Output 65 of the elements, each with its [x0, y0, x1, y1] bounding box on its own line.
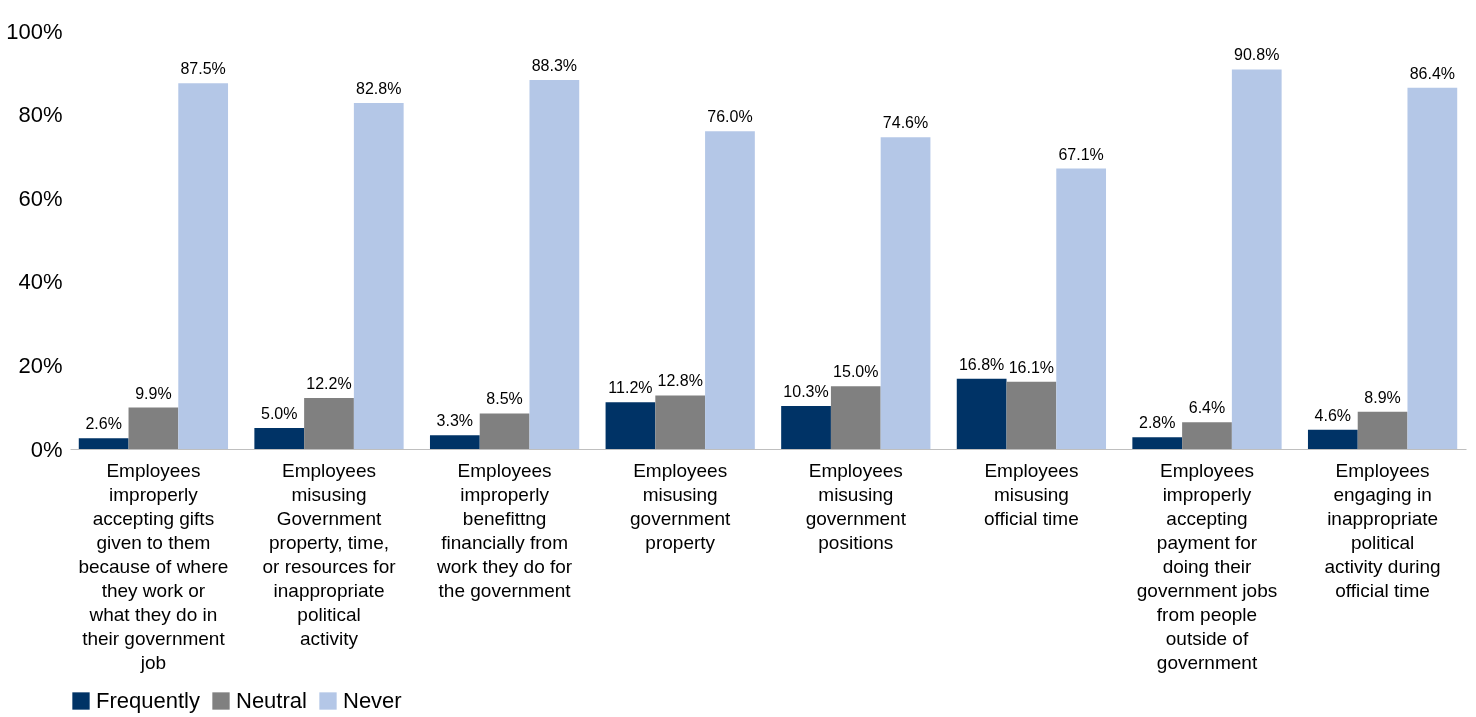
- x-tick-label: Employees misusing government property: [630, 459, 732, 553]
- y-tick-label: 80%: [18, 102, 63, 128]
- bar: [529, 79, 580, 449]
- data-label: 2.8%: [1139, 414, 1176, 432]
- data-label: 8.9%: [1364, 388, 1401, 406]
- bar: [128, 407, 179, 449]
- bar: [1357, 411, 1408, 449]
- bar: [956, 378, 1007, 449]
- y-tick-label: 0%: [30, 436, 63, 462]
- data-label: 9.9%: [135, 384, 172, 402]
- bar: [1006, 381, 1057, 449]
- data-label: 76.0%: [707, 108, 753, 126]
- bar: [254, 428, 305, 449]
- bar: [1132, 437, 1183, 449]
- category-label: Employees improperly accepting payment for doing their government jobs from people outside of government: [1136, 459, 1278, 673]
- data-label: 15.0%: [833, 363, 879, 381]
- data-label: 16.1%: [1008, 358, 1055, 376]
- bar: [1407, 87, 1458, 449]
- legend-label: Never: [343, 688, 402, 713]
- bar: [1307, 429, 1358, 449]
- data-label: 8.5%: [486, 390, 523, 408]
- category-label: Employees improperly accepting gifts given to them because of where they work or what they do in their government job: [78, 459, 229, 673]
- data-label: 87.5%: [180, 60, 226, 78]
- bar: [304, 398, 354, 449]
- data-label: 90.8%: [1234, 46, 1280, 64]
- y-tick-label: 60%: [18, 185, 63, 211]
- data-label: 12.2%: [306, 375, 352, 392]
- y-tick-label: 100%: [6, 18, 63, 44]
- data-label: 67.1%: [1058, 145, 1104, 163]
- y-tick-label: 20%: [18, 352, 63, 378]
- data-label: 10.3%: [783, 382, 829, 400]
- bar: [78, 438, 129, 449]
- bar: [655, 395, 706, 449]
- bar: [1182, 422, 1232, 449]
- x-tick-label: Employees misusing official time: [984, 459, 1079, 529]
- bar: [429, 435, 480, 449]
- data-label: 74.6%: [882, 114, 929, 132]
- bar: [830, 386, 881, 449]
- bar: [705, 131, 755, 449]
- bar: [605, 402, 656, 449]
- x-tick-label: Employees misusing Government property, time, or resources for inappropriate political activity: [262, 459, 397, 649]
- x-tick-label: Employees engaging in inappropriate political activity during official time: [1324, 459, 1441, 601]
- data-label: 11.2%: [608, 379, 653, 397]
- bar: [479, 413, 530, 449]
- bar: [1231, 69, 1282, 449]
- x-tick-label: Employees misusing government positions: [805, 459, 907, 553]
- legend-label: Frequently: [96, 688, 200, 713]
- bar: [353, 102, 404, 449]
- data-label: 82.8%: [356, 79, 402, 97]
- y-tick-label: 40%: [18, 269, 63, 295]
- x-tick-label: Employees improperly benefittng financially from work they do for the government: [436, 459, 573, 601]
- data-label: 4.6%: [1314, 406, 1352, 424]
- data-label: 5.0%: [261, 405, 298, 423]
- data-label: 3.3%: [436, 412, 474, 430]
- data-label: 6.4%: [1188, 399, 1226, 417]
- bar: [1056, 168, 1107, 449]
- data-label: 12.8%: [657, 372, 703, 390]
- bar: [781, 405, 831, 449]
- data-label: 2.6%: [85, 415, 122, 433]
- legend-label: Neutral: [236, 688, 307, 713]
- bar: [880, 137, 931, 449]
- data-label: 86.4%: [1409, 64, 1456, 82]
- bar: [178, 83, 229, 449]
- data-label: 88.3%: [531, 56, 578, 74]
- data-label: 16.8%: [958, 355, 1005, 373]
